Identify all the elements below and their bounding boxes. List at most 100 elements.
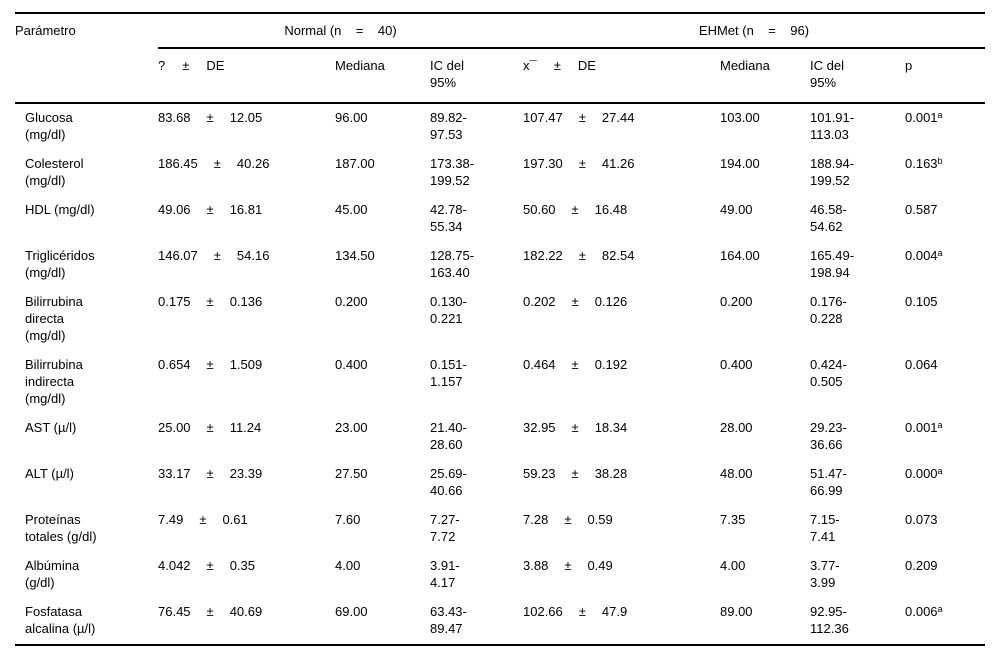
normal-mean-symbol: ? bbox=[158, 58, 166, 73]
mean-value: 7.28 bbox=[523, 512, 549, 527]
ehmet-mean-cell: 102.66 ±47.9 bbox=[523, 598, 720, 644]
median-value: 7.35 bbox=[720, 512, 746, 527]
normal-ci-cell: 128.75- 163.40 bbox=[430, 242, 523, 288]
param-column-header: Parámetro bbox=[15, 23, 76, 38]
param-line: (mg/dl) bbox=[25, 173, 66, 188]
sd-value: 16.81 bbox=[229, 202, 263, 217]
normal-mean-cell: 76.45 ±40.69 bbox=[158, 598, 335, 644]
param-line: (mg/dl) bbox=[25, 391, 66, 406]
normal-ci-cell: 42.78- 55.34 bbox=[430, 196, 523, 242]
ci-line: 0.151- bbox=[430, 357, 467, 372]
p-value: 0.001 bbox=[905, 420, 938, 435]
ci-line: 113.03 bbox=[810, 127, 849, 142]
mean-value: 7.49 bbox=[158, 512, 184, 527]
sd-label: DE bbox=[206, 58, 225, 73]
param-cell: Glucosa (mg/dl) bbox=[15, 104, 158, 150]
median-value: 45.00 bbox=[335, 202, 368, 217]
param-line: Colesterol bbox=[25, 156, 84, 171]
p-value-cell: 0.587 bbox=[905, 196, 985, 242]
normal-median-cell: 7.60 bbox=[335, 506, 430, 552]
mean-value: 182.22 bbox=[523, 248, 563, 263]
ci-line: 25.69- bbox=[430, 466, 467, 481]
p-superscript: a bbox=[937, 604, 943, 614]
normal-ci-cell: 63.43- 89.47 bbox=[430, 598, 523, 644]
ehmet-median-cell: 89.00 bbox=[720, 598, 810, 644]
ehmet-median-subheader: Mediana bbox=[720, 58, 770, 73]
ehmet-mean-cell: 197.30 ±41.26 bbox=[523, 150, 720, 196]
ci-line: 54.62 bbox=[810, 219, 843, 234]
table-row: HDL (mg/dl) 49.06 ±16.81 45.00 42.78- 55.34 50… bbox=[15, 196, 985, 242]
median-value: 194.00 bbox=[720, 156, 760, 171]
ci-line: 3.91- bbox=[430, 558, 460, 573]
plus-minus-sign: ± bbox=[564, 512, 572, 527]
ehmet-mean-cell: 107.47 ±27.44 bbox=[523, 104, 720, 150]
param-cell: Triglicéridos (mg/dl) bbox=[15, 242, 158, 288]
ehmet-median-cell: 194.00 bbox=[720, 150, 810, 196]
ci-line: 199.52 bbox=[430, 173, 470, 188]
ehmet-mean-cell: 32.95 ±18.34 bbox=[523, 414, 720, 460]
mean-value: 3.88 bbox=[523, 558, 549, 573]
ci-line: 7.72 bbox=[430, 529, 456, 544]
p-value: 0.006 bbox=[905, 604, 938, 619]
mean-value: 49.06 bbox=[158, 202, 191, 217]
group-header-row: Parámetro Normal (n = 40) EHMet (n = 96) bbox=[15, 14, 985, 47]
ehmet-mean-cell: 0.202 ±0.126 bbox=[523, 288, 720, 351]
plus-minus-sign: ± bbox=[564, 558, 572, 573]
normal-median-cell: 0.200 bbox=[335, 288, 430, 351]
ehmet-median-cell: 49.00 bbox=[720, 196, 810, 242]
plus-minus-sign: ± bbox=[206, 294, 214, 309]
ci-label-line: 95% bbox=[810, 75, 837, 90]
median-value: 0.200 bbox=[335, 294, 368, 309]
p-value-cell: 0.209 bbox=[905, 552, 985, 598]
plus-minus-sign: ± bbox=[206, 604, 214, 619]
table-row: Bilirrubina indirecta (mg/dl) 0.654 ±1.509 0.… bbox=[15, 351, 985, 414]
ci-line: 36.66 bbox=[810, 437, 843, 452]
ci-line: 165.49- bbox=[810, 248, 855, 263]
ehmet-median-cell: 28.00 bbox=[720, 414, 810, 460]
p-value: 0.064 bbox=[905, 357, 938, 372]
ci-line: 29.23- bbox=[810, 420, 847, 435]
sd-value: 82.54 bbox=[601, 248, 635, 263]
sd-value: 16.48 bbox=[594, 202, 628, 217]
param-cell: Colesterol (mg/dl) bbox=[15, 150, 158, 196]
normal-ci-cell: 7.27- 7.72 bbox=[430, 506, 523, 552]
mean-value: 0.202 bbox=[523, 294, 556, 309]
normal-mean-cell: 83.68 ±12.05 bbox=[158, 104, 335, 150]
mean-value: 102.66 bbox=[523, 604, 563, 619]
sd-value: 27.44 bbox=[601, 110, 635, 125]
ci-line: 3.77- bbox=[810, 558, 840, 573]
p-column-header: p bbox=[905, 58, 913, 73]
mean-value: 50.60 bbox=[523, 202, 556, 217]
param-line: (mg/dl) bbox=[25, 265, 66, 280]
param-line: ALT (µ/l) bbox=[25, 466, 74, 481]
p-value-cell: 0.163b bbox=[905, 150, 985, 196]
median-value: 7.60 bbox=[335, 512, 361, 527]
ci-line: 188.94- bbox=[810, 156, 855, 171]
group-header-normal: Normal (n = 40) bbox=[284, 23, 397, 38]
ehmet-ci-cell: 46.58- 54.62 bbox=[810, 196, 905, 242]
group-underline-rule bbox=[158, 47, 985, 49]
param-cell: Albúmina (g/dl) bbox=[15, 552, 158, 598]
ehmet-median-cell: 164.00 bbox=[720, 242, 810, 288]
median-value: 134.50 bbox=[335, 248, 375, 263]
p-superscript: a bbox=[937, 466, 943, 476]
group-header-ehmet: EHMet (n = 96) bbox=[698, 23, 810, 38]
ci-line: 7.27- bbox=[430, 512, 460, 527]
sd-value: 0.126 bbox=[594, 294, 628, 309]
plus-minus-sign: ± bbox=[578, 156, 586, 171]
ehmet-ci-cell: 188.94- 199.52 bbox=[810, 150, 905, 196]
normal-mean-cell: 146.07 ±54.16 bbox=[158, 242, 335, 288]
p-superscript: a bbox=[937, 420, 943, 430]
normal-median-cell: 4.00 bbox=[335, 552, 430, 598]
ehmet-median-cell: 4.00 bbox=[720, 552, 810, 598]
mean-value: 0.464 bbox=[523, 357, 556, 372]
ci-line: 0.505 bbox=[810, 374, 843, 389]
ehmet-ci-cell: 165.49- 198.94 bbox=[810, 242, 905, 288]
median-value: 4.00 bbox=[720, 558, 746, 573]
ehmet-median-cell: 0.400 bbox=[720, 351, 810, 414]
sd-value: 41.26 bbox=[601, 156, 635, 171]
ci-line: 28.60 bbox=[430, 437, 463, 452]
plus-minus-sign: ± bbox=[206, 202, 214, 217]
param-cell: Bilirrubina directa (mg/dl) bbox=[15, 288, 158, 351]
mean-value: 186.45 bbox=[158, 156, 198, 171]
